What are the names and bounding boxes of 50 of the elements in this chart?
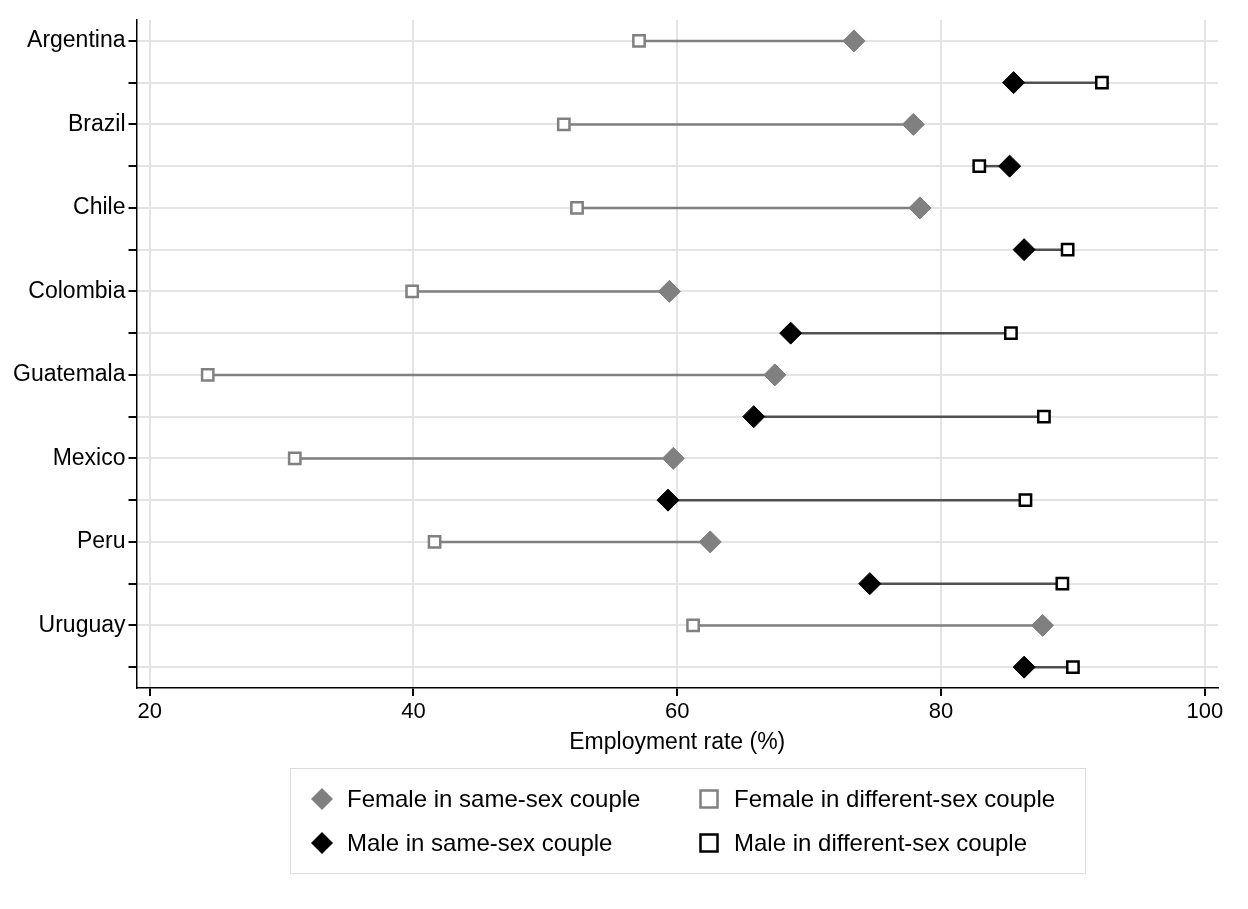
- y-tick-label: Uruguay: [38, 610, 126, 637]
- point: [908, 196, 932, 220]
- y-tick-label: Argentina: [27, 26, 126, 53]
- x-tick-label: 60: [665, 698, 690, 724]
- y-tick-label: Colombia: [28, 276, 126, 303]
- legend-label: Female in different-sex couple: [734, 785, 1056, 813]
- y-tick-label: Brazil: [67, 109, 126, 136]
- point: [200, 367, 215, 382]
- point: [998, 154, 1022, 178]
- point: [1055, 576, 1070, 591]
- point: [1037, 409, 1051, 424]
- point: [698, 530, 722, 554]
- point: [1066, 660, 1080, 675]
- point: [1012, 655, 1036, 679]
- x-tick-label: 40: [401, 698, 426, 724]
- x-tick-label: 100: [1186, 698, 1224, 724]
- y-tick-label: Guatemala: [12, 360, 126, 387]
- point: [901, 112, 925, 136]
- y-tick-label: Peru: [76, 527, 126, 554]
- x-tick-label: 20: [137, 698, 162, 724]
- point: [657, 279, 681, 303]
- point: [1012, 238, 1036, 262]
- point: [656, 488, 680, 512]
- point: [1031, 613, 1055, 637]
- point: [763, 363, 787, 387]
- legend-label: Male in different-sex couple: [734, 829, 1028, 857]
- point: [842, 29, 866, 53]
- x-tick-label: 80: [928, 698, 954, 724]
- point: [427, 534, 442, 549]
- point: [1060, 242, 1075, 257]
- point: [1018, 493, 1033, 508]
- point: [405, 284, 420, 299]
- y-tick-label: Chile: [73, 193, 126, 220]
- point: [287, 451, 302, 466]
- point: [972, 159, 987, 174]
- point: [858, 572, 882, 596]
- point: [1004, 326, 1018, 341]
- point: [632, 33, 646, 48]
- y-tick-label: Mexico: [52, 443, 126, 470]
- x-axis-title: Employment rate (%): [569, 727, 786, 754]
- point: [661, 446, 685, 470]
- point: [570, 200, 584, 215]
- legend-label: Male in same-sex couple: [347, 829, 613, 857]
- point: [1002, 71, 1026, 95]
- point: [742, 405, 766, 429]
- point: [556, 117, 571, 132]
- point: [1095, 75, 1109, 90]
- point: [779, 321, 803, 345]
- point: [686, 618, 700, 633]
- legend-label: Female in same-sex couple: [347, 785, 641, 813]
